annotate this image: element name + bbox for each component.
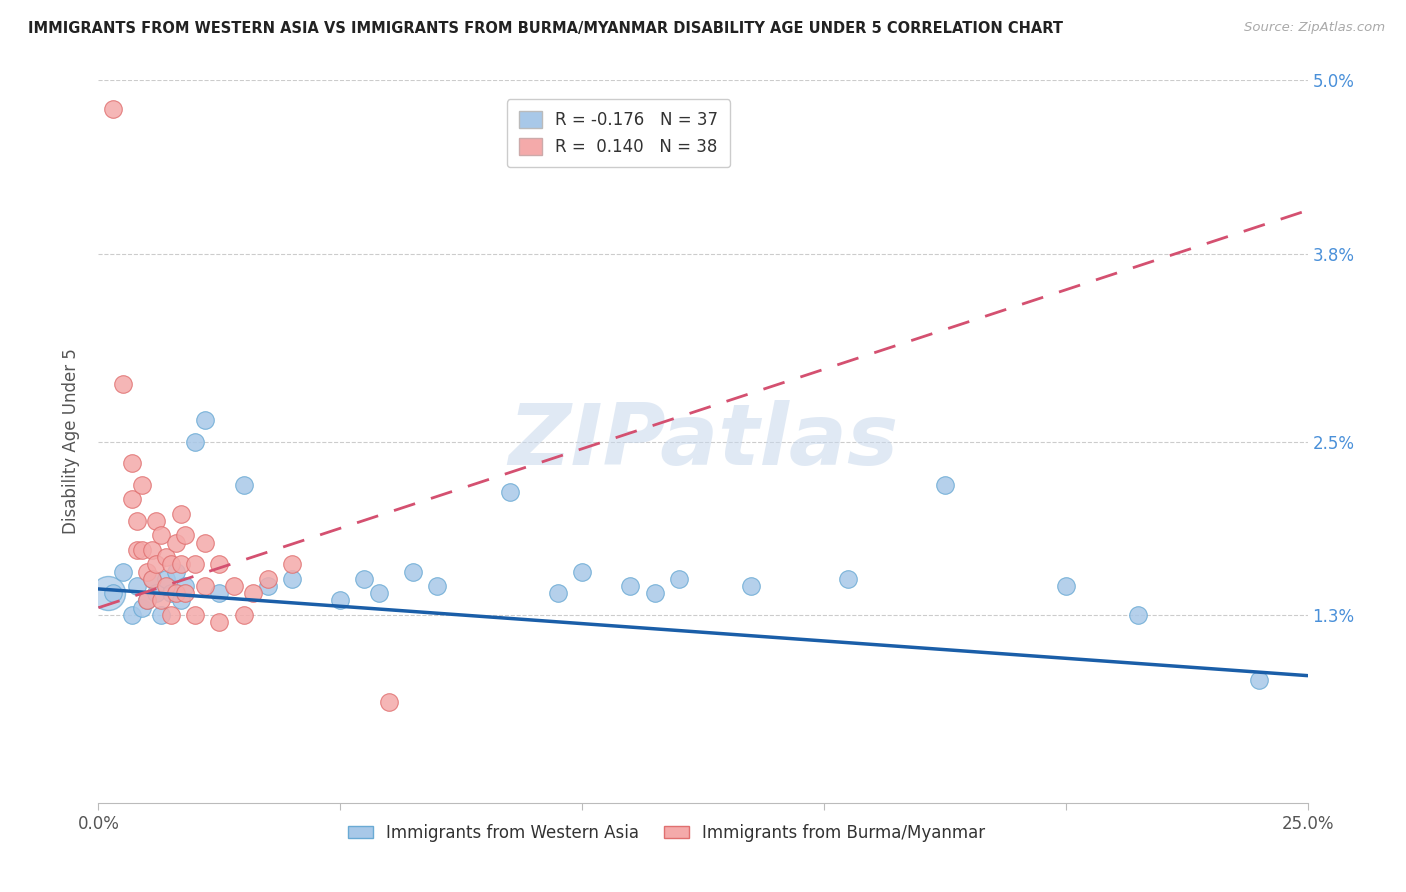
Point [174, 586, 197, 600]
Point [160, 607, 183, 622]
Point [837, 572, 859, 586]
Point [121, 456, 143, 470]
Point [155, 572, 177, 586]
Point [1054, 579, 1077, 593]
Point [184, 607, 207, 622]
Point [184, 434, 207, 449]
Point [160, 586, 183, 600]
Point [145, 586, 167, 600]
Y-axis label: Disability Age Under 5: Disability Age Under 5 [62, 349, 80, 534]
Point [131, 600, 153, 615]
Point [135, 565, 157, 579]
Point [208, 615, 231, 630]
Point [97, 586, 120, 600]
Point [101, 102, 124, 116]
Point [281, 558, 304, 572]
Point [232, 478, 254, 492]
Point [150, 607, 173, 622]
Point [571, 565, 593, 579]
Point [242, 586, 264, 600]
Point [934, 478, 956, 492]
Point [155, 579, 177, 593]
Point [169, 507, 191, 521]
Point [141, 572, 163, 586]
Text: ZIPatlas: ZIPatlas [508, 400, 898, 483]
Point [141, 572, 163, 586]
Point [165, 586, 187, 600]
Point [145, 558, 167, 572]
Point [668, 572, 690, 586]
Point [160, 558, 183, 572]
Point [169, 593, 191, 607]
Point [498, 485, 520, 500]
Point [256, 572, 278, 586]
Point [101, 586, 124, 600]
Point [1249, 673, 1271, 687]
Point [329, 593, 352, 607]
Point [135, 593, 157, 607]
Point [150, 593, 173, 607]
Point [165, 565, 187, 579]
Point [121, 607, 143, 622]
Point [368, 586, 391, 600]
Point [644, 586, 666, 600]
Text: IMMIGRANTS FROM WESTERN ASIA VS IMMIGRANTS FROM BURMA/MYANMAR DISABILITY AGE UND: IMMIGRANTS FROM WESTERN ASIA VS IMMIGRAN… [28, 21, 1063, 36]
Point [111, 376, 134, 391]
Point [165, 535, 187, 549]
Point [426, 579, 449, 593]
Point [194, 413, 217, 427]
Point [155, 550, 177, 565]
Point [174, 579, 197, 593]
Point [402, 565, 425, 579]
Point [135, 593, 157, 607]
Point [169, 558, 191, 572]
Point [740, 579, 762, 593]
Point [184, 558, 207, 572]
Legend: Immigrants from Western Asia, Immigrants from Burma/Myanmar: Immigrants from Western Asia, Immigrants… [342, 817, 993, 848]
Point [281, 572, 304, 586]
Point [208, 586, 231, 600]
Point [256, 579, 278, 593]
Point [194, 579, 217, 593]
Point [232, 607, 254, 622]
Point [222, 579, 245, 593]
Point [127, 579, 149, 593]
Text: Source: ZipAtlas.com: Source: ZipAtlas.com [1244, 21, 1385, 34]
Point [131, 542, 153, 557]
Point [377, 695, 399, 709]
Point [208, 558, 231, 572]
Point [353, 572, 375, 586]
Point [127, 542, 149, 557]
Point [145, 514, 167, 528]
Point [141, 542, 163, 557]
Point [111, 565, 134, 579]
Point [1128, 607, 1150, 622]
Point [547, 586, 569, 600]
Point [150, 528, 173, 542]
Point [121, 492, 143, 507]
Point [619, 579, 641, 593]
Point [127, 514, 149, 528]
Point [174, 528, 197, 542]
Point [131, 478, 153, 492]
Point [194, 535, 217, 549]
